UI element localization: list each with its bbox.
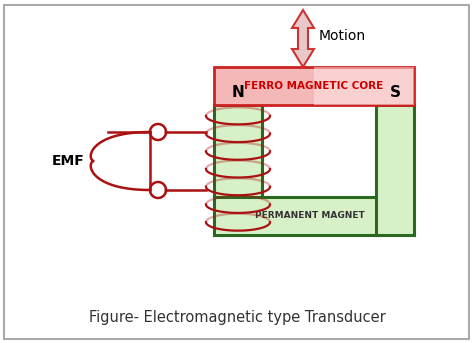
Text: S: S <box>390 85 401 100</box>
Text: N: N <box>232 85 245 100</box>
Text: Motion: Motion <box>319 28 366 43</box>
FancyBboxPatch shape <box>314 67 414 105</box>
FancyBboxPatch shape <box>4 5 469 339</box>
FancyBboxPatch shape <box>376 105 414 235</box>
Text: PERMANENT MAGNET: PERMANENT MAGNET <box>255 212 365 221</box>
Text: EMF: EMF <box>52 154 84 168</box>
Text: Figure- Electromagnetic type Transducer: Figure- Electromagnetic type Transducer <box>89 310 385 325</box>
Polygon shape <box>292 10 314 67</box>
FancyBboxPatch shape <box>214 105 262 235</box>
FancyBboxPatch shape <box>214 67 414 105</box>
FancyBboxPatch shape <box>214 197 414 235</box>
Text: FERRO MAGNETIC CORE: FERRO MAGNETIC CORE <box>245 81 383 91</box>
